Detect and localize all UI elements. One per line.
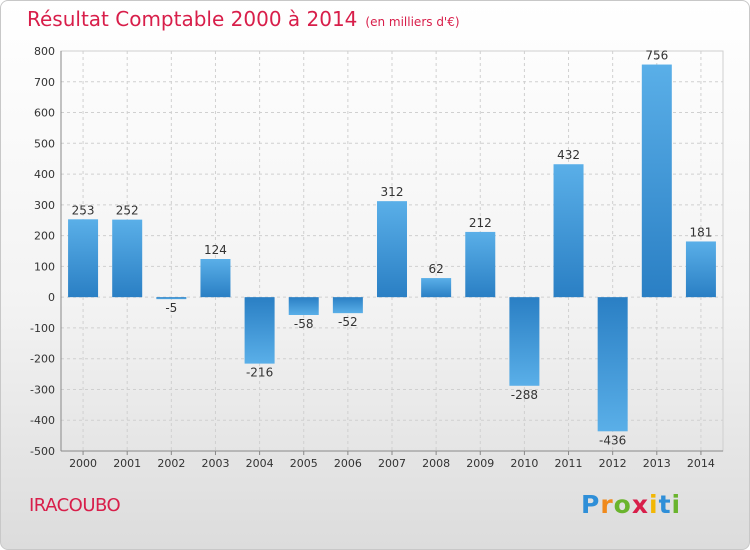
y-tick-label: 200 — [34, 230, 55, 243]
y-tick-label: -400 — [30, 414, 55, 427]
data-label: -52 — [338, 315, 358, 329]
logo-letter: i — [671, 490, 682, 519]
data-label: -436 — [599, 433, 626, 447]
x-tick-label: 2012 — [599, 457, 627, 470]
bar — [112, 219, 143, 298]
data-label: 756 — [645, 49, 668, 63]
bar — [156, 297, 187, 300]
bar — [553, 164, 584, 298]
x-tick-label: 2011 — [555, 457, 583, 470]
y-tick-label: 0 — [48, 291, 55, 304]
x-tick-label: 2002 — [157, 457, 185, 470]
chart-title: Résultat Comptable 2000 à 2014 (en millie… — [27, 7, 460, 31]
y-tick-label: -100 — [30, 322, 55, 335]
bar — [597, 297, 628, 432]
bar — [377, 201, 407, 298]
y-tick-label: 700 — [34, 76, 55, 89]
place-name: IRACOUBO — [29, 495, 121, 516]
logo-letter: o — [613, 490, 632, 519]
data-label: 432 — [557, 148, 580, 162]
logo-letter: t — [658, 490, 672, 519]
bar — [641, 64, 672, 298]
logo-letter: x — [631, 490, 649, 519]
data-label: 252 — [116, 204, 139, 218]
y-tick-label: -300 — [30, 383, 55, 396]
bar — [288, 297, 319, 315]
data-label: 124 — [204, 243, 227, 257]
chart-subtitle: (en milliers d'€) — [365, 15, 460, 29]
logo-letter: r — [600, 490, 614, 519]
x-tick-label: 2008 — [422, 457, 450, 470]
y-tick-label: -500 — [30, 445, 55, 458]
y-tick-label: 500 — [34, 137, 55, 150]
bars: 253 252 -5 124 -216 -58 -52 312 62 212 -288 432 -436… — [68, 49, 716, 447]
chart-title-text: Résultat Comptable 2000 à 2014 — [27, 7, 358, 31]
bar — [509, 297, 540, 386]
bar — [244, 297, 275, 364]
bar — [68, 219, 99, 298]
bar — [200, 259, 231, 298]
data-label: 181 — [689, 225, 712, 239]
y-tick-label: 600 — [34, 107, 55, 120]
x-tick-label: 2004 — [246, 457, 274, 470]
bar — [421, 278, 452, 298]
data-label: -5 — [165, 301, 177, 315]
x-tick-label: 2005 — [290, 457, 318, 470]
x-tick-label: 2014 — [687, 457, 715, 470]
y-tick-label: 100 — [34, 260, 55, 273]
y-tick-label: -200 — [30, 353, 55, 366]
x-tick-label: 2007 — [378, 457, 406, 470]
y-tick-label: 300 — [34, 199, 55, 212]
x-tick-label: 2003 — [201, 457, 229, 470]
logo-letter: i — [649, 490, 659, 519]
data-label: 312 — [381, 185, 404, 199]
y-tick-label: 400 — [34, 168, 55, 181]
bar — [685, 241, 716, 298]
data-label: 62 — [428, 262, 443, 276]
data-label: -58 — [294, 317, 314, 331]
x-tick-label: 2010 — [510, 457, 538, 470]
axes: 800 700 600 500 400 300 200 100 0 -100 -200 -300 -40… — [30, 45, 723, 470]
bar — [465, 231, 496, 298]
x-tick-label: 2006 — [334, 457, 362, 470]
data-label: -216 — [246, 366, 273, 380]
data-label: 212 — [469, 216, 492, 230]
logo-letter: P — [581, 490, 601, 519]
data-label: 253 — [72, 203, 95, 217]
data-label: -288 — [511, 388, 538, 402]
bar — [332, 297, 363, 314]
x-tick-label: 2000 — [69, 457, 97, 470]
proxiti-logo: Proxiti — [581, 490, 681, 519]
x-tick-label: 2001 — [113, 457, 141, 470]
x-tick-label: 2013 — [643, 457, 671, 470]
y-tick-label: 800 — [34, 45, 55, 58]
x-tick-label: 2009 — [466, 457, 494, 470]
